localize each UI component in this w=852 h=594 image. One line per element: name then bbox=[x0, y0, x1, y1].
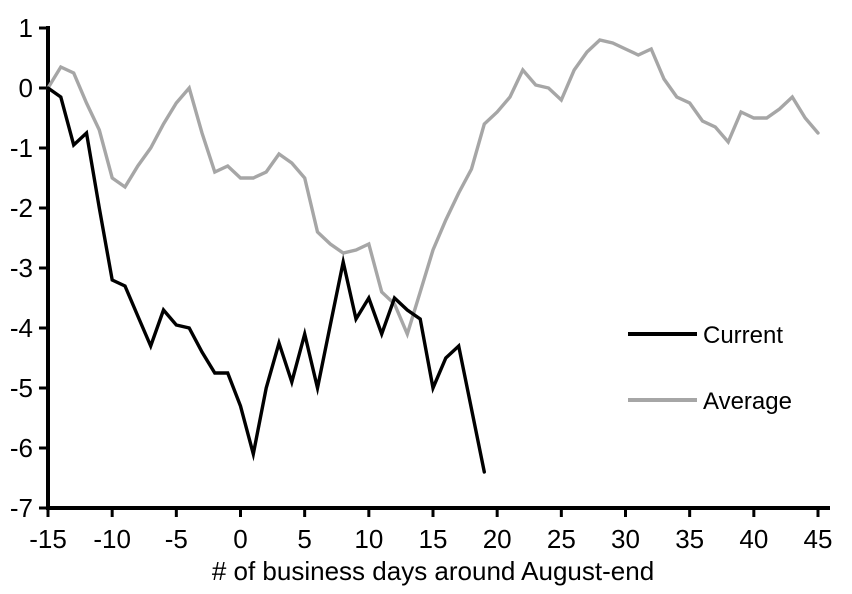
legend-average-label: Average bbox=[703, 388, 792, 415]
x-tick-label: 15 bbox=[419, 524, 448, 554]
y-tick-label: -4 bbox=[10, 313, 33, 343]
x-tick-label: 45 bbox=[804, 524, 833, 554]
y-tick-label: 0 bbox=[19, 73, 33, 103]
tick-labels: 10-1-2-3-4-5-6-7-15 -10 -5 0 5 10 15 20 25 30 35 40… bbox=[10, 13, 833, 554]
x-tick-label: -15 bbox=[29, 524, 67, 554]
series-average-line bbox=[46, 38, 820, 339]
axes bbox=[46, 26, 830, 510]
legend-current-label: Current bbox=[703, 322, 783, 349]
y-tick-label: -2 bbox=[10, 193, 33, 223]
x-axis-title: # of business days around August-end bbox=[212, 556, 654, 586]
y-tick-label: 1 bbox=[19, 13, 33, 43]
y-tick-label: -7 bbox=[10, 493, 33, 523]
x-tick-label: 30 bbox=[611, 524, 640, 554]
y-tick-label: -5 bbox=[10, 373, 33, 403]
x-tick-label: 40 bbox=[739, 524, 768, 554]
legend: Current Average bbox=[628, 322, 792, 415]
x-tick-label: 10 bbox=[354, 524, 383, 554]
x-tick-label: -10 bbox=[93, 524, 131, 554]
y-tick-label: -1 bbox=[10, 133, 33, 163]
x-tick-label: 20 bbox=[483, 524, 512, 554]
x-tick-label: 0 bbox=[233, 524, 247, 554]
x-tick-label: 5 bbox=[297, 524, 311, 554]
x-tick-label: 25 bbox=[547, 524, 576, 554]
y-tick-label: -6 bbox=[10, 433, 33, 463]
series-lines bbox=[46, 38, 820, 474]
y-tick-label: -3 bbox=[10, 253, 33, 283]
series-current-line bbox=[46, 86, 486, 474]
x-tick-label: 35 bbox=[675, 524, 704, 554]
tick-marks bbox=[39, 26, 820, 517]
x-tick-label: -5 bbox=[165, 524, 188, 554]
